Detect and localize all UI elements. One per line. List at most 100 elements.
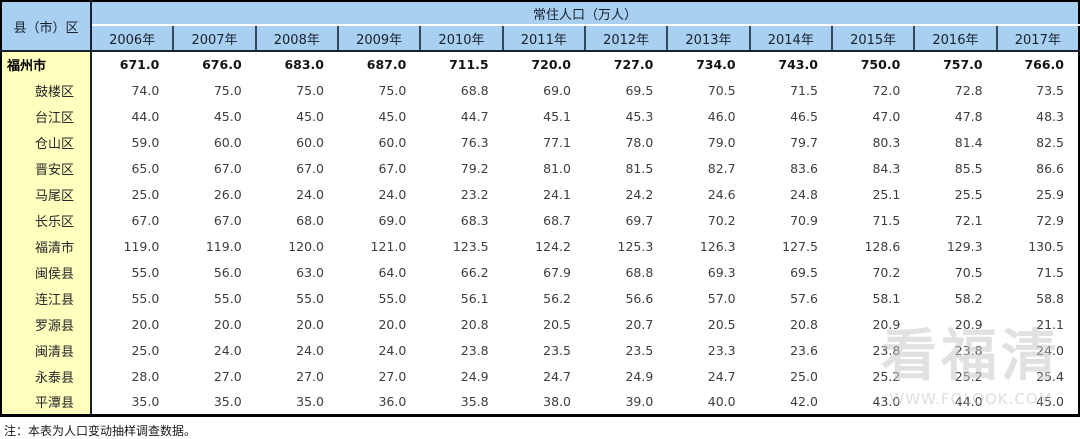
population-value: 20.0 xyxy=(337,311,421,337)
table-row: 台江区 44.0 45.0 45.0 45.0 44.7 45.1 45.3 46.0 46.5 4… xyxy=(1,103,1079,129)
population-value: 76.3 xyxy=(420,129,503,155)
population-value: 70.5 xyxy=(667,77,750,103)
population-value: 42.0 xyxy=(749,389,832,415)
population-value: 69.3 xyxy=(667,259,750,285)
population-value: 766.0 xyxy=(996,51,1079,77)
table-row: 仓山区 59.0 60.0 60.0 60.0 76.3 77.1 78.0 79.0 79.7 8… xyxy=(1,129,1079,155)
year-column-header: 2014年 xyxy=(748,25,832,52)
population-value: 56.2 xyxy=(502,285,585,311)
year-column-header: 2012年 xyxy=(583,25,668,52)
population-value: 683.0 xyxy=(255,51,338,77)
year-column-header: 2011年 xyxy=(501,25,585,52)
population-value: 25.0 xyxy=(91,337,174,363)
population-value: 46.0 xyxy=(667,103,750,129)
population-value: 82.5 xyxy=(996,129,1079,155)
population-value: 64.0 xyxy=(337,259,421,285)
row-label: 罗源县 xyxy=(1,311,92,337)
population-value: 45.0 xyxy=(996,389,1079,415)
population-value: 20.0 xyxy=(255,311,338,337)
population-value: 24.0 xyxy=(255,181,338,207)
population-value: 74.0 xyxy=(91,77,174,103)
population-value: 25.0 xyxy=(749,363,832,389)
population-value: 20.5 xyxy=(667,311,750,337)
row-label: 闽侯县 xyxy=(1,259,92,285)
year-header-row: 2006年 2007年 2008年 2009年 2010年 2011年 2012年 2013年… xyxy=(1,25,1079,52)
population-value: 69.5 xyxy=(749,259,832,285)
year-column-header: 2007年 xyxy=(172,25,256,52)
population-value: 23.8 xyxy=(831,337,915,363)
population-value: 23.3 xyxy=(667,337,750,363)
population-value: 128.6 xyxy=(831,233,915,259)
population-value: 73.5 xyxy=(996,77,1079,103)
population-value: 25.0 xyxy=(91,181,174,207)
population-value: 727.0 xyxy=(584,51,668,77)
population-value: 57.0 xyxy=(667,285,750,311)
population-value: 55.0 xyxy=(91,285,174,311)
population-value: 85.5 xyxy=(914,155,997,181)
year-column-header: 2017年 xyxy=(995,25,1079,52)
population-value: 20.8 xyxy=(420,311,503,337)
table-header: 县（市）区 常住人口（万人） 2006年 2007年 2008年 2009年 2010年… xyxy=(1,1,1079,52)
population-value: 25.5 xyxy=(914,181,997,207)
row-header-column-title: 县（市）区 xyxy=(1,1,92,52)
population-value: 24.2 xyxy=(584,181,668,207)
population-value: 68.8 xyxy=(420,77,503,103)
population-value: 45.0 xyxy=(255,103,338,129)
population-value: 82.7 xyxy=(667,155,750,181)
group-header-row: 县（市）区 常住人口（万人） xyxy=(1,1,1079,52)
population-value: 676.0 xyxy=(173,51,256,77)
population-value: 24.7 xyxy=(502,363,585,389)
year-column-header: 2015年 xyxy=(830,25,915,52)
population-value: 24.0 xyxy=(255,337,338,363)
population-value: 67.0 xyxy=(337,155,421,181)
population-value: 25.9 xyxy=(996,181,1079,207)
population-value: 35.0 xyxy=(173,389,256,415)
population-value: 743.0 xyxy=(749,51,832,77)
population-value: 67.0 xyxy=(255,155,338,181)
population-value: 72.0 xyxy=(831,77,915,103)
population-value: 72.9 xyxy=(996,207,1079,233)
population-value: 130.5 xyxy=(996,233,1079,259)
population-value: 48.3 xyxy=(996,103,1079,129)
row-label: 闽清县 xyxy=(1,337,92,363)
population-value: 24.0 xyxy=(337,181,421,207)
population-value: 23.5 xyxy=(584,337,668,363)
population-value: 126.3 xyxy=(667,233,750,259)
population-value: 44.0 xyxy=(914,389,997,415)
population-value: 79.0 xyxy=(667,129,750,155)
population-value: 63.0 xyxy=(255,259,338,285)
table-row: 晋安区 65.0 67.0 67.0 67.0 79.2 81.0 81.5 82.7 83.6 8… xyxy=(1,155,1079,181)
population-value: 68.0 xyxy=(255,207,338,233)
population-value: 121.0 xyxy=(337,233,421,259)
population-value: 757.0 xyxy=(914,51,997,77)
population-value: 24.0 xyxy=(337,337,421,363)
population-value: 68.8 xyxy=(584,259,668,285)
population-value: 26.0 xyxy=(173,181,256,207)
population-value: 23.8 xyxy=(420,337,503,363)
population-value: 47.8 xyxy=(914,103,997,129)
row-label: 福清市 xyxy=(1,233,92,259)
population-value: 58.1 xyxy=(831,285,915,311)
population-value: 65.0 xyxy=(91,155,174,181)
population-value: 55.0 xyxy=(255,285,338,311)
population-value: 68.7 xyxy=(502,207,585,233)
year-column-header: 2013年 xyxy=(666,25,750,52)
population-value: 55.0 xyxy=(91,259,174,285)
population-value: 45.3 xyxy=(584,103,668,129)
population-value: 38.0 xyxy=(502,389,585,415)
population-value: 60.0 xyxy=(337,129,421,155)
population-value: 720.0 xyxy=(502,51,585,77)
population-value: 56.0 xyxy=(173,259,256,285)
row-label: 平潭县 xyxy=(1,389,92,415)
population-value: 25.2 xyxy=(831,363,915,389)
population-value: 77.1 xyxy=(502,129,585,155)
population-value: 20.8 xyxy=(749,311,832,337)
population-value: 56.1 xyxy=(420,285,503,311)
population-value: 58.8 xyxy=(996,285,1079,311)
table-row: 福州市 671.0 676.0 683.0 687.0 711.5 720.0 727.0 73… xyxy=(1,51,1079,77)
population-value: 20.7 xyxy=(584,311,668,337)
population-value: 43.0 xyxy=(831,389,915,415)
population-value: 70.5 xyxy=(914,259,997,285)
population-value: 45.0 xyxy=(337,103,421,129)
population-value: 44.7 xyxy=(420,103,503,129)
